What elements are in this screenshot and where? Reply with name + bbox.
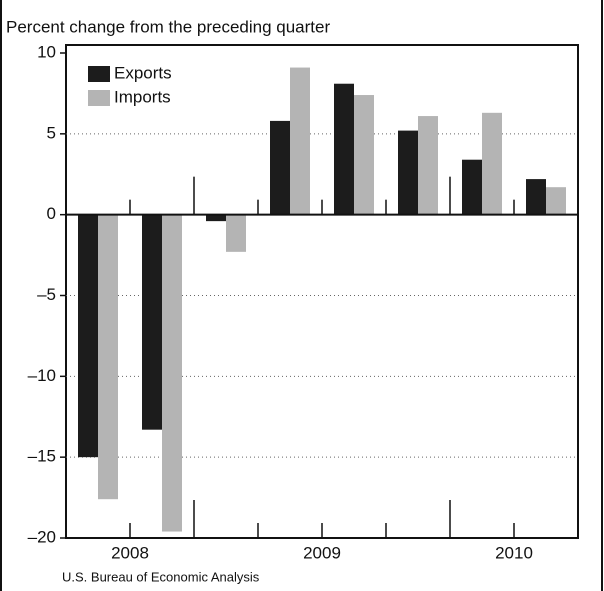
bar [162,214,182,532]
bar [142,214,162,430]
y-tick-label: 0 [47,204,56,223]
legend-swatch [88,90,110,106]
bar [546,187,566,215]
bar [334,83,354,215]
bar [226,214,246,252]
y-tick-label: –15 [28,447,56,466]
y-tick-label: 10 [37,42,56,61]
y-tick-label: –5 [37,285,56,304]
legend-label: Imports [114,87,171,106]
year-label: 2008 [111,543,149,562]
bar [462,159,482,215]
bar [78,214,98,458]
y-tick-label: 5 [47,123,56,142]
y-tick-label: –10 [28,366,56,385]
bar [398,130,418,215]
bar [482,112,502,215]
bar [290,67,310,215]
source-note: U.S. Bureau of Economic Analysis [62,569,260,584]
chart-subtitle: Percent change from the preceding quarte… [6,17,330,36]
year-label: 2009 [303,543,341,562]
bar [270,120,290,215]
legend-label: Exports [114,63,172,82]
bar [354,95,374,215]
bar [206,214,226,222]
legend-swatch [88,66,110,82]
bar [98,214,118,500]
y-tick-label: –20 [28,527,56,546]
bar [418,116,438,215]
bar [526,179,546,215]
year-label: 2010 [495,543,533,562]
